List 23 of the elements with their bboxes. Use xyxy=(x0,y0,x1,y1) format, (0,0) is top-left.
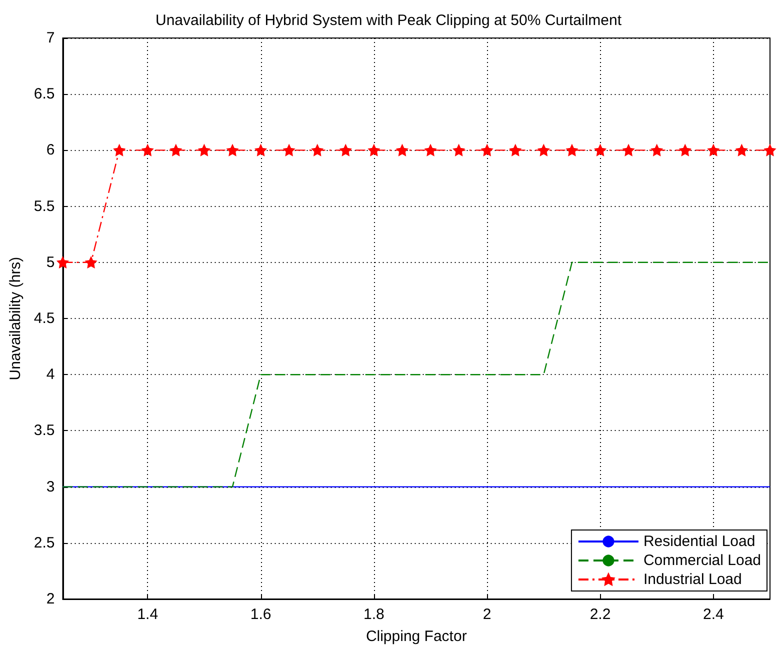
y-axis-title: Unavailability (hrs) xyxy=(7,256,24,380)
y-tick-label: 5.5 xyxy=(34,198,55,215)
y-tick-label: 6.5 xyxy=(34,86,55,103)
legend-label: Commercial Load xyxy=(643,552,761,569)
y-tick-label: 4.5 xyxy=(34,310,55,327)
x-tick-label: 2.2 xyxy=(590,606,611,623)
chart-title: Unavailability of Hybrid System with Peak Clipping at 50% Curtailment xyxy=(155,12,622,29)
y-tick-label: 2 xyxy=(46,590,55,608)
x-tick-label: 1.8 xyxy=(364,606,384,623)
x-axis-title: Clipping Factor xyxy=(366,628,467,645)
y-tick-label: 4 xyxy=(46,366,55,384)
x-tick-label: 1.6 xyxy=(250,606,272,623)
x-tick-label: 1.4 xyxy=(137,606,158,623)
y-tick-label: 2.5 xyxy=(34,534,55,552)
y-tick-label: 3.5 xyxy=(34,422,55,440)
y-tick-label: 6 xyxy=(46,142,55,159)
x-tick-label: 2 xyxy=(482,606,492,623)
y-tick-label: 7 xyxy=(46,30,55,46)
legend-label: Industrial Load xyxy=(643,571,742,588)
x-tick-label: 2.4 xyxy=(702,606,724,623)
y-tick-label: 5 xyxy=(46,254,55,271)
legend-label: Residential Load xyxy=(643,533,756,550)
y-tick-label: 3 xyxy=(46,478,55,496)
